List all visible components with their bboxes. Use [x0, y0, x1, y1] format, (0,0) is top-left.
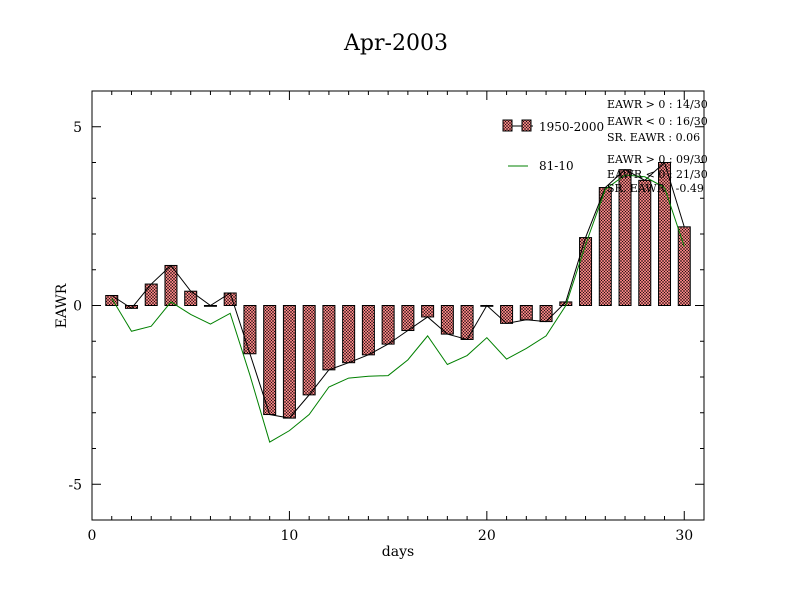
y-tick-label-0: 0	[73, 299, 82, 315]
bar-day-14	[361, 305, 375, 356]
stat-sr-1950-2000: SR. EAWR : 0.06	[607, 131, 700, 144]
x-axis-label: days	[382, 544, 414, 560]
bar-day-25	[579, 237, 593, 306]
legend: 1950-2000 81-10	[502, 119, 604, 173]
bar-day-8	[243, 305, 257, 355]
stats-1950-2000: EAWR > 0 : 14/30 EAWR < 0 : 16/30 SR. EA…	[607, 98, 708, 144]
bar-day-1	[105, 294, 119, 306]
chart-title: Apr-2003	[343, 31, 448, 56]
y-axis: -5 0 5	[68, 90, 704, 521]
x-tick-label-10: 10	[281, 528, 299, 544]
y-tick-label-5: 5	[73, 120, 82, 136]
x-tick-label-20: 20	[478, 528, 496, 544]
x-tick-label-0: 0	[88, 528, 97, 544]
stats-81-10: EAWR > 0 : 09/30 EAWR < 0 : 21/30 SR. EA…	[607, 153, 708, 195]
bar-day-21	[500, 305, 514, 324]
line-1950-2000	[111, 161, 685, 419]
y-tick-label--5: -5	[68, 477, 82, 493]
bar-day-9	[263, 305, 277, 416]
bar-series-1950-2000	[105, 162, 691, 419]
stat-sr-81-10: SR. EAWR : -0.49	[607, 182, 704, 195]
bar-day-16	[401, 305, 415, 332]
legend-label-81-10: 81-10	[539, 159, 574, 173]
bar-day-5	[184, 290, 198, 307]
bar-day-19	[460, 305, 474, 340]
bar-day-17	[421, 305, 435, 318]
bar-day-3	[144, 283, 158, 306]
x-tick-label-30: 30	[675, 528, 693, 544]
stat-negative-81-10: EAWR < 0 : 21/30	[607, 168, 708, 181]
bar-day-22	[519, 305, 533, 321]
bar-day-7	[223, 292, 237, 306]
bar-day-11	[302, 305, 316, 396]
bar-day-30	[677, 226, 691, 307]
line-series	[111, 161, 685, 443]
legend-label-1950-2000: 1950-2000	[539, 120, 604, 134]
line-81-10	[111, 174, 685, 443]
bar-day-13	[342, 305, 356, 364]
bar-day-26	[598, 187, 612, 306]
legend-bar-swatch-left	[502, 119, 513, 132]
stat-positive-1950-2000: EAWR > 0 : 14/30	[607, 98, 708, 111]
legend-bar-swatch-right	[521, 119, 532, 132]
bar-day-23	[539, 305, 553, 323]
bar-day-28	[638, 179, 652, 306]
stat-negative-1950-2000: EAWR < 0 : 16/30	[607, 115, 708, 128]
y-axis-label: EAWR	[54, 283, 70, 328]
stat-positive-81-10: EAWR > 0 : 09/30	[607, 153, 708, 166]
x-axis: 0 10 20 30	[88, 91, 693, 544]
bar-day-10	[282, 305, 296, 419]
bar-day-15	[381, 305, 395, 345]
bar-day-12	[322, 305, 336, 371]
